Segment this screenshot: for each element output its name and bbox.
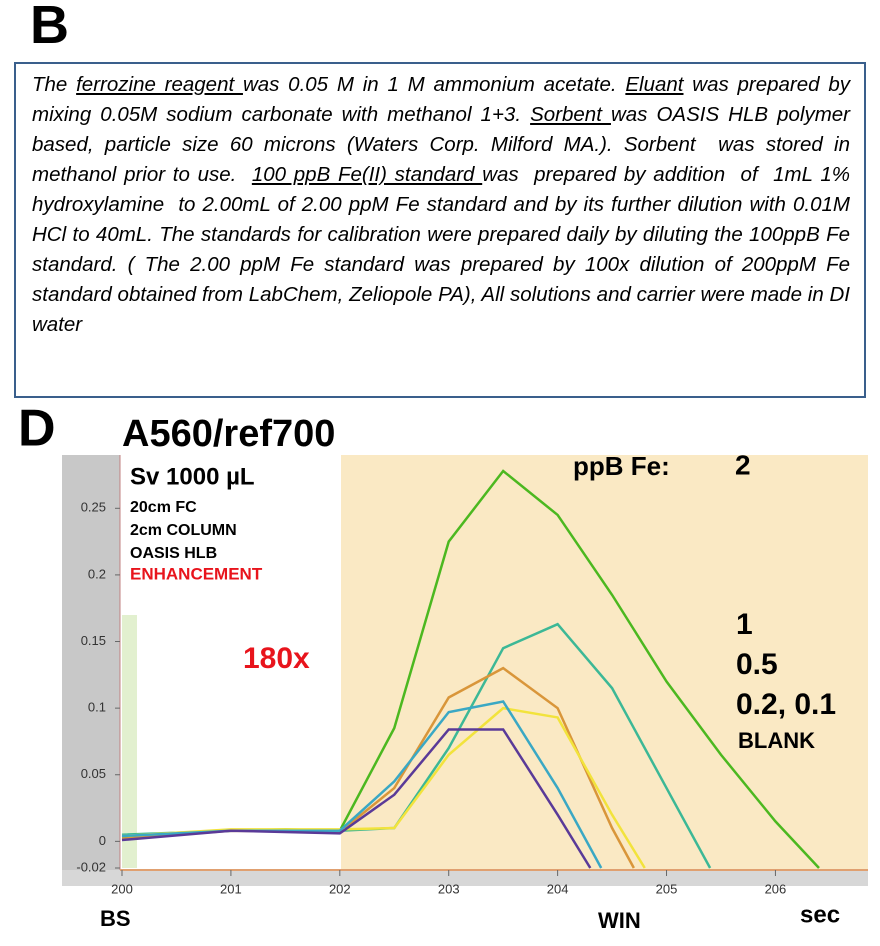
annotation: 180x bbox=[243, 642, 310, 675]
y-tick-label: 0 bbox=[99, 833, 106, 848]
legend-label: 0.5 bbox=[736, 648, 778, 681]
chart-title: A560/ref700 bbox=[122, 413, 335, 455]
x-axis-unit: sec bbox=[800, 901, 840, 928]
x-tick-label: 203 bbox=[438, 881, 460, 896]
annotation: 20cm FC bbox=[130, 499, 197, 516]
x-tick-label: 205 bbox=[656, 881, 678, 896]
annotation: 2cm COLUMN bbox=[130, 522, 237, 539]
y-tick-label: 0.1 bbox=[88, 700, 106, 715]
y-tick-label: 0.25 bbox=[81, 500, 106, 515]
text-run: was OASIS HLB polymer based, particle si… bbox=[32, 103, 856, 186]
window-region bbox=[341, 455, 868, 870]
annotation: ENHANCEMENT bbox=[130, 564, 263, 583]
baseline-region bbox=[122, 615, 137, 868]
text-run: was 0.05 M in 1 M ammonium acetate. bbox=[242, 73, 626, 96]
legend-title: ppB Fe: bbox=[573, 451, 670, 481]
legend-label: 0.2, 0.1 bbox=[736, 688, 836, 721]
text-run: Sorbent bbox=[530, 103, 611, 126]
x-tick-label: 204 bbox=[547, 881, 569, 896]
text-run: 100 ppB Fe(II) standard bbox=[251, 163, 483, 186]
panel-label: B bbox=[30, 0, 69, 55]
x-tick-label: 200 bbox=[111, 881, 133, 896]
text-run: The bbox=[32, 73, 77, 96]
data-line bbox=[121, 728, 592, 869]
text-run: was prepared by mixing 0.05M sodium carb… bbox=[32, 73, 856, 126]
text-run: was prepared by addition of 1mL 1% hydro… bbox=[32, 163, 862, 336]
annotation: Sv 1000 µL bbox=[130, 463, 255, 490]
annotation: BS bbox=[100, 906, 131, 931]
legend-label: 2 bbox=[735, 449, 751, 480]
y-tick-label: -0.02 bbox=[76, 859, 106, 874]
x-tick-label: 202 bbox=[329, 881, 351, 896]
x-tick-label: 206 bbox=[765, 881, 787, 896]
y-tick-label: 0.05 bbox=[81, 766, 106, 781]
annotation: WIN bbox=[598, 908, 641, 933]
x-axis-band bbox=[62, 870, 868, 886]
y-tick-label: 0.15 bbox=[81, 633, 106, 648]
annotation: OASIS HLB bbox=[130, 545, 217, 562]
text-run: ferrozine reagent bbox=[76, 73, 243, 96]
y-tick-label: 0.2 bbox=[88, 566, 106, 581]
legend-label: BLANK bbox=[738, 728, 815, 753]
description-box: The ferrozine reagent was 0.05 M in 1 M … bbox=[14, 62, 866, 398]
x-tick-label: 201 bbox=[220, 881, 242, 896]
legend-label: 1 bbox=[736, 608, 753, 641]
data-line bbox=[121, 706, 646, 869]
text-run: Eluant bbox=[625, 73, 684, 96]
panel-label: D bbox=[18, 400, 56, 458]
plot-area bbox=[120, 455, 341, 870]
